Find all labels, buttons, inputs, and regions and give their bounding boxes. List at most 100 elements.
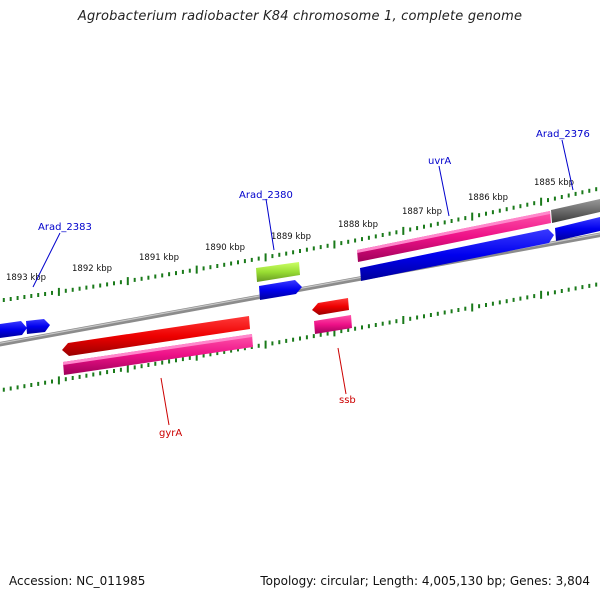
inner-ring-minor-tick: [106, 370, 109, 375]
outer-ring-minor-tick: [44, 292, 47, 296]
cds-arad-2383-arrow-a[interactable]: [0, 321, 27, 338]
leader-arad-2376: [561, 139, 574, 191]
inner-ring-minor-tick: [381, 321, 384, 326]
inner-ring-minor-tick: [395, 319, 398, 324]
cds-gyrA-arrow[interactable]: [62, 316, 250, 356]
outer-ring-minor-tick: [450, 219, 453, 223]
outer-ring-minor-tick: [292, 250, 295, 255]
gene-uvrA-pink[interactable]: [357, 211, 551, 262]
outer-ring-major-tick: [195, 265, 198, 274]
outer-ring-minor-tick: [429, 223, 432, 228]
gene-ssb-pink[interactable]: [314, 315, 352, 334]
leader-ssb: [337, 347, 347, 395]
tick-label-1885: 1885 kbp: [534, 178, 574, 188]
outer-ring-minor-tick: [9, 297, 12, 301]
inner-ring-minor-tick: [71, 376, 74, 380]
outer-ring-minor-tick: [16, 296, 19, 300]
inner-ring-minor-tick: [581, 285, 584, 290]
gene-uvrA-pink-top: [357, 211, 550, 253]
inner-ring-minor-tick: [292, 337, 295, 342]
cds-arad-2376[interactable]: [555, 217, 600, 241]
inner-ring-minor-tick: [85, 373, 88, 378]
outer-ring-minor-tick: [485, 211, 487, 216]
inner-ring-minor-tick: [319, 332, 322, 337]
leader-gyra: [160, 377, 170, 426]
outer-ring-minor-tick: [237, 260, 239, 265]
cds-uvrA-arrow[interactable]: [360, 229, 554, 281]
label-uvra[interactable]: uvrA: [428, 156, 451, 167]
inner-ring-minor-tick: [567, 287, 570, 292]
outer-ring-minor-tick: [305, 247, 308, 252]
inner-ring-minor-tick: [44, 380, 47, 385]
inner-ring-minor-tick: [223, 349, 226, 354]
inner-ring-minor-tick: [416, 315, 419, 320]
outer-ring-minor-tick: [361, 237, 363, 242]
outer-ring-minor-tick: [388, 231, 391, 236]
outer-ring-minor-tick: [340, 241, 343, 246]
inner-ring-minor-tick: [51, 379, 53, 384]
inner-ring-minor-tick: [202, 353, 205, 358]
outer-ring-major-tick: [540, 197, 543, 206]
label-arad-2376[interactable]: Arad_2376: [536, 129, 590, 140]
inner-ring-minor-tick: [519, 296, 522, 301]
inner-ring-minor-tick: [30, 383, 33, 387]
inner-ring-minor-tick: [512, 297, 515, 302]
inner-ring-minor-tick: [278, 340, 281, 345]
outer-ring-major-tick: [57, 287, 60, 296]
outer-ring-minor-tick: [147, 275, 150, 280]
inner-ring-minor-tick: [326, 331, 329, 336]
outer-ring-minor-tick: [175, 271, 177, 276]
inner-ring-major-tick: [402, 316, 405, 324]
cds-arad-2383-arrow-b[interactable]: [26, 319, 50, 334]
outer-ring-minor-tick: [512, 205, 515, 210]
inner-ring-minor-tick: [99, 371, 102, 376]
outer-ring-minor-tick: [30, 294, 33, 298]
inner-ring-minor-tick: [505, 299, 508, 304]
outer-ring-minor-tick: [547, 198, 549, 203]
label-arad-2380[interactable]: Arad_2380: [239, 190, 293, 201]
outer-ring-minor-tick: [223, 262, 226, 267]
inner-ring-minor-tick: [64, 377, 67, 382]
outer-ring-minor-tick: [71, 287, 74, 292]
outer-ring-minor-tick: [92, 284, 95, 289]
label-arad-2383[interactable]: Arad_2383: [38, 222, 92, 233]
inner-ring-major-tick: [471, 303, 474, 312]
outer-ring-minor-tick: [188, 268, 191, 273]
label-gyra[interactable]: gyrA: [159, 428, 182, 439]
gene-arad-2376-gray[interactable]: [551, 199, 600, 223]
outer-ring-minor-tick: [574, 191, 577, 196]
outer-ring-minor-tick: [257, 256, 260, 261]
outer-ring-minor-tick: [416, 226, 419, 231]
outer-ring-minor-tick: [498, 208, 501, 213]
outer-ring-minor-tick: [23, 295, 26, 299]
inner-ring-minor-tick: [209, 352, 212, 357]
gene-gyrA-pink[interactable]: [63, 334, 253, 375]
inner-ring-minor-tick: [299, 336, 301, 341]
outer-ring-minor-tick: [2, 298, 5, 302]
rna-arad-2380[interactable]: [256, 262, 300, 282]
label-ssb[interactable]: ssb: [339, 395, 356, 406]
inner-ring-minor-tick: [168, 359, 171, 364]
outer-ring-minor-tick: [312, 246, 315, 251]
inner-ring-major-tick: [264, 340, 267, 349]
inner-ring-minor-tick: [257, 343, 260, 348]
cds-arad-2380-arrow[interactable]: [259, 280, 302, 300]
outer-ring-minor-tick: [478, 213, 481, 218]
inner-ring-minor-tick: [491, 301, 494, 306]
cds-ssb-arrow[interactable]: [312, 298, 349, 315]
inner-ring-minor-tick: [285, 338, 288, 343]
outer-ring-minor-tick: [519, 204, 522, 209]
tick-label-1889: 1889 kbp: [271, 232, 311, 242]
inner-ring-minor-tick: [595, 282, 598, 287]
inner-ring-minor-tick: [78, 374, 81, 379]
inner-ring-minor-tick: [161, 360, 164, 365]
outer-ring-minor-tick: [588, 188, 591, 193]
outer-ring-minor-tick: [278, 252, 281, 257]
inner-ring-minor-tick: [409, 316, 412, 321]
inner-ring-minor-tick: [312, 334, 315, 339]
label-leaders: [32, 139, 574, 426]
outer-ring-minor-tick: [285, 251, 288, 256]
outer-ring-minor-tick: [381, 233, 384, 237]
inner-ring-minor-tick: [113, 369, 115, 373]
